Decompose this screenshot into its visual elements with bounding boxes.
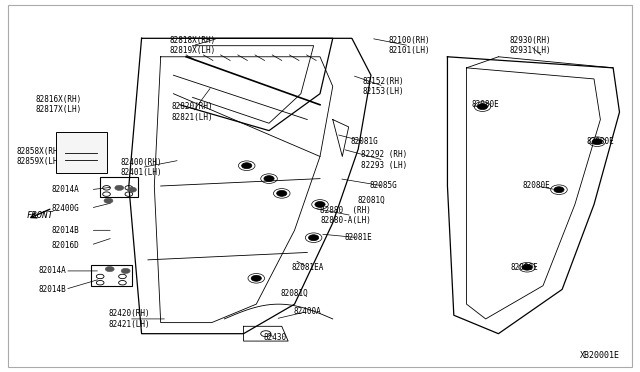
Circle shape [105,266,114,272]
Text: 82081G: 82081G [351,137,378,146]
Circle shape [115,185,124,190]
Circle shape [121,268,130,273]
Text: 82292 (RH)
82293 (LH): 82292 (RH) 82293 (LH) [360,150,407,170]
Text: 82085G: 82085G [370,182,397,190]
Text: 82400A: 82400A [293,307,321,316]
Text: 82081Q: 82081Q [280,289,308,298]
Text: 82400G: 82400G [51,203,79,213]
Text: 82080E: 82080E [472,100,500,109]
Text: 82880  (RH)
82880-A(LH): 82880 (RH) 82880-A(LH) [320,206,371,225]
Text: XB20001E: XB20001E [579,350,620,359]
Text: 82820(RH)
82821(LH): 82820(RH) 82821(LH) [172,102,213,122]
Circle shape [522,264,532,270]
Text: 82080E: 82080E [510,263,538,272]
Circle shape [242,163,252,169]
Circle shape [592,139,602,145]
Text: 82081Q: 82081Q [357,196,385,205]
Text: 82016D: 82016D [51,241,79,250]
Text: 82081EA: 82081EA [291,263,323,272]
Text: 82816X(RH)
82817X(LH): 82816X(RH) 82817X(LH) [36,95,82,115]
Text: 82014B: 82014B [51,226,79,235]
Circle shape [264,176,274,182]
Text: 82080E: 82080E [586,137,614,146]
FancyBboxPatch shape [56,132,106,173]
Text: 82930(RH)
82931(LH): 82930(RH) 82931(LH) [509,36,551,55]
Text: 82400(RH)
82401(LH): 82400(RH) 82401(LH) [121,158,163,177]
Text: 82152(RH)
82153(LH): 82152(RH) 82153(LH) [363,77,404,96]
Text: 82100(RH)
82101(LH): 82100(RH) 82101(LH) [388,36,430,55]
Text: FRONT: FRONT [26,211,53,220]
Text: 82818X(RH)
82819X(LH): 82818X(RH) 82819X(LH) [170,36,216,55]
Text: 82858X(RH)
82859X(LH): 82858X(RH) 82859X(LH) [17,147,63,166]
Text: 82080E: 82080E [523,182,550,190]
Circle shape [276,190,287,196]
Circle shape [127,187,136,192]
Circle shape [251,275,261,281]
Text: 82014B: 82014B [38,285,67,294]
Text: 82420(RH)
82421(LH): 82420(RH) 82421(LH) [108,309,150,328]
Text: 82014A: 82014A [38,266,67,275]
Circle shape [477,104,488,110]
Text: 82430: 82430 [264,333,287,342]
Text: 82081E: 82081E [344,233,372,242]
Circle shape [554,187,564,193]
Circle shape [315,202,325,208]
Circle shape [308,235,319,241]
Circle shape [104,198,113,203]
Text: 82014A: 82014A [51,185,79,194]
